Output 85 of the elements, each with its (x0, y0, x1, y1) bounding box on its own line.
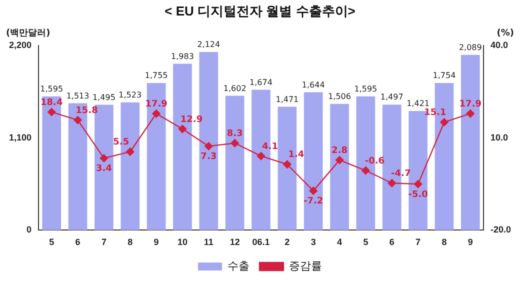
legend-label: 수출 (228, 260, 250, 273)
x-tick-label: 4 (337, 237, 342, 248)
data-label: 1,595 (354, 84, 378, 94)
data-label: 1,523 (118, 90, 142, 100)
point (126, 148, 134, 156)
legend-label: 증감률 (289, 260, 322, 273)
point (335, 156, 344, 164)
data-label: -0.6 (364, 156, 385, 166)
data-label: 1,755 (144, 71, 168, 80)
data-label: 1,983 (171, 52, 194, 61)
data-label: 1,421 (406, 99, 430, 108)
data-label: 1,506 (328, 92, 351, 101)
point (230, 139, 239, 148)
bar (304, 92, 323, 230)
y2-tick-label: 40.0 (490, 40, 508, 50)
bar (330, 104, 349, 230)
data-label: 8.3 (226, 128, 243, 139)
data-label: -4.7 (391, 168, 411, 179)
point (152, 109, 160, 118)
data-label: 1,595 (40, 84, 64, 94)
bar (225, 96, 244, 230)
x-tick-label: 6 (75, 237, 80, 248)
x-tick-label: 9 (154, 237, 159, 248)
x-tick-label: 8 (442, 237, 447, 248)
data-label: 1.4 (288, 150, 304, 160)
point (466, 109, 474, 118)
point (256, 152, 266, 160)
data-label: 3.4 (96, 164, 112, 174)
data-label: 4.1 (262, 142, 278, 152)
data-label: 1,674 (250, 78, 272, 87)
y-tick-label: 1,100 (8, 132, 32, 142)
point (362, 166, 370, 175)
x-tick-label: 5 (363, 237, 368, 248)
data-label: 12.9 (180, 114, 203, 125)
y2-tick-label: -20.0 (490, 224, 511, 235)
data-label: 1,513 (66, 91, 90, 100)
point (204, 142, 213, 150)
y2-axis-title: (%) (496, 28, 514, 38)
x-tick-label: 12 (230, 237, 240, 248)
x-tick-label: 8 (128, 237, 133, 248)
bar (42, 96, 62, 230)
x-tick-label: 7 (101, 237, 106, 248)
data-label: 1,602 (223, 84, 246, 93)
x-tick-label: 5 (49, 237, 54, 248)
data-label: 17.9 (459, 99, 482, 110)
point (100, 154, 108, 162)
point (309, 186, 318, 195)
data-label: 1,644 (302, 80, 325, 90)
x-tick-label: 2 (284, 237, 290, 248)
data-label: 17.9 (145, 99, 168, 110)
chart-title: < EU 디지털전자 월별 수출추이> (164, 3, 356, 18)
data-label: -7.2 (304, 196, 324, 207)
data-label: 2,124 (197, 40, 220, 50)
data-label: 7.3 (200, 152, 217, 162)
data-label: 15.1 (424, 108, 446, 118)
y-tick-label: 2,200 (8, 40, 32, 50)
point (414, 180, 422, 188)
point (48, 108, 56, 116)
bar (146, 82, 166, 230)
data-label: 1,495 (92, 92, 116, 102)
data-label: 2,089 (458, 42, 482, 52)
point (388, 179, 396, 188)
y2-tick-label: 10.0 (490, 132, 508, 142)
x-tick-label: 9 (468, 237, 473, 248)
data-label: 1,497 (380, 92, 404, 102)
x-tick-label: 6 (389, 237, 394, 248)
y-axis-title: (백만달러) (6, 28, 50, 38)
data-label: 1,471 (276, 94, 299, 104)
x-tick-label: 06.1 (252, 237, 270, 248)
data-label: 18.4 (40, 98, 63, 108)
x-tick-label: 3 (310, 237, 316, 248)
x-tick-label: 7 (416, 237, 421, 248)
point (440, 118, 448, 126)
x-tick-label: 10 (177, 237, 188, 248)
data-label: 5.5 (113, 138, 130, 148)
data-label: 1,754 (432, 71, 456, 80)
point (283, 160, 292, 168)
x-tick-label: 11 (204, 237, 214, 248)
bar (460, 54, 480, 230)
y-tick-label: 0 (26, 224, 32, 235)
point (74, 116, 82, 124)
data-label: -5.0 (408, 190, 428, 200)
data-label: 15.8 (76, 106, 98, 116)
point (178, 124, 187, 134)
data-label: 2.8 (332, 146, 348, 156)
